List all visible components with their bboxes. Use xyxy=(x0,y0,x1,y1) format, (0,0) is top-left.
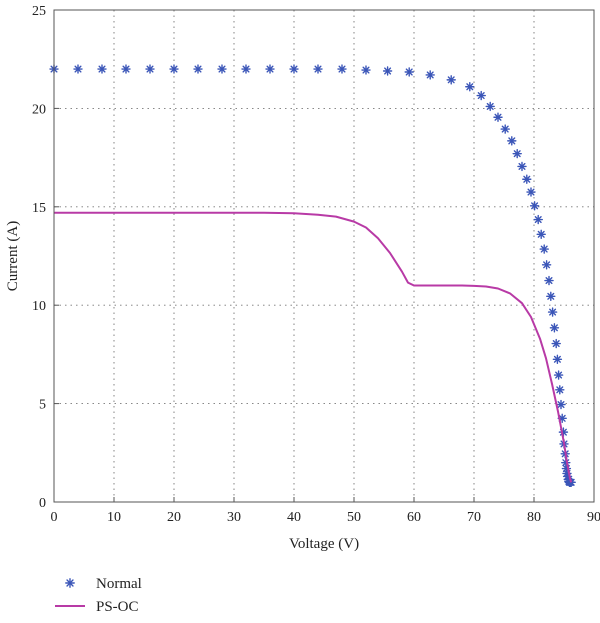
x-tick-label: 50 xyxy=(347,510,361,525)
data-point-normal xyxy=(121,64,131,74)
legend-item-normal: Normal xyxy=(65,576,142,592)
axis-ticks: 0 10 20 30 40 50 60 70 80 90 0 5 10 15 20 25 xyxy=(32,4,600,525)
data-point-normal xyxy=(546,291,556,302)
data-point-normal xyxy=(493,112,503,122)
data-point-normal xyxy=(536,229,546,240)
data-point-normal xyxy=(526,187,536,197)
data-point-normal xyxy=(73,64,83,74)
data-point-normal xyxy=(551,338,561,349)
legend-label-ps-oc: PS-OC xyxy=(96,599,139,615)
x-tick-label: 70 xyxy=(467,510,481,525)
data-point-normal xyxy=(555,385,565,395)
series-normal xyxy=(49,64,576,488)
data-point-normal xyxy=(556,399,566,410)
legend-label-normal: Normal xyxy=(96,576,142,592)
x-tick-label: 20 xyxy=(167,510,181,525)
series-line-ps-oc xyxy=(54,211,573,483)
data-point-normal xyxy=(539,244,549,254)
legend-asterisk-icon xyxy=(65,578,75,588)
data-point-normal xyxy=(217,64,227,74)
data-point-normal xyxy=(522,174,532,184)
legend-marker-normal xyxy=(65,578,75,588)
y-axis-label: Current (A) xyxy=(5,221,21,291)
data-point-normal xyxy=(446,75,456,85)
y-tick-label: 15 xyxy=(32,201,46,216)
y-tick-label: 5 xyxy=(39,398,46,413)
data-point-normal xyxy=(517,161,527,172)
x-tick-label: 90 xyxy=(587,510,600,525)
plot-series xyxy=(49,64,576,488)
data-point-normal xyxy=(241,64,251,74)
y-tick-label: 20 xyxy=(32,102,46,117)
data-point-normal xyxy=(552,354,563,365)
legend-item-ps-oc: PS-OC xyxy=(55,599,139,615)
data-point-normal xyxy=(485,101,495,112)
data-point-normal xyxy=(382,66,393,76)
data-point-normal xyxy=(169,64,179,74)
data-point-normal xyxy=(507,136,517,146)
data-point-normal xyxy=(425,70,435,80)
data-point-normal xyxy=(512,148,522,159)
data-point-normal xyxy=(193,64,203,74)
legend: Normal PS-OC xyxy=(55,576,142,615)
data-point-normal xyxy=(465,82,475,92)
data-point-normal xyxy=(97,64,107,74)
grid xyxy=(54,10,594,502)
y-tick-label: 10 xyxy=(32,299,46,314)
data-point-normal xyxy=(533,214,543,225)
data-point-normal xyxy=(313,64,323,74)
y-tick-label: 25 xyxy=(32,4,46,19)
data-point-normal xyxy=(547,307,558,317)
data-point-normal xyxy=(500,124,510,134)
x-tick-label: 30 xyxy=(227,510,241,525)
y-tick-label: 0 xyxy=(39,496,46,511)
x-tick-label: 10 xyxy=(107,510,121,525)
x-tick-label: 80 xyxy=(527,510,541,525)
x-tick-label: 40 xyxy=(287,510,301,525)
data-point-normal xyxy=(145,64,155,74)
data-point-normal xyxy=(553,370,564,380)
data-point-normal xyxy=(289,64,299,74)
data-point-normal xyxy=(404,67,414,77)
data-point-normal xyxy=(476,90,486,101)
x-tick-label: 60 xyxy=(407,510,421,525)
data-point-normal xyxy=(541,260,552,270)
data-point-normal xyxy=(337,64,347,74)
data-point-normal xyxy=(361,65,371,75)
data-point-normal xyxy=(544,275,554,286)
x-tick-label: 0 xyxy=(51,510,58,525)
data-point-normal xyxy=(265,64,275,74)
data-point-normal xyxy=(529,201,540,211)
plot-frame xyxy=(53,9,595,503)
data-point-normal xyxy=(549,323,560,333)
x-axis-label: Voltage (V) xyxy=(289,536,359,552)
